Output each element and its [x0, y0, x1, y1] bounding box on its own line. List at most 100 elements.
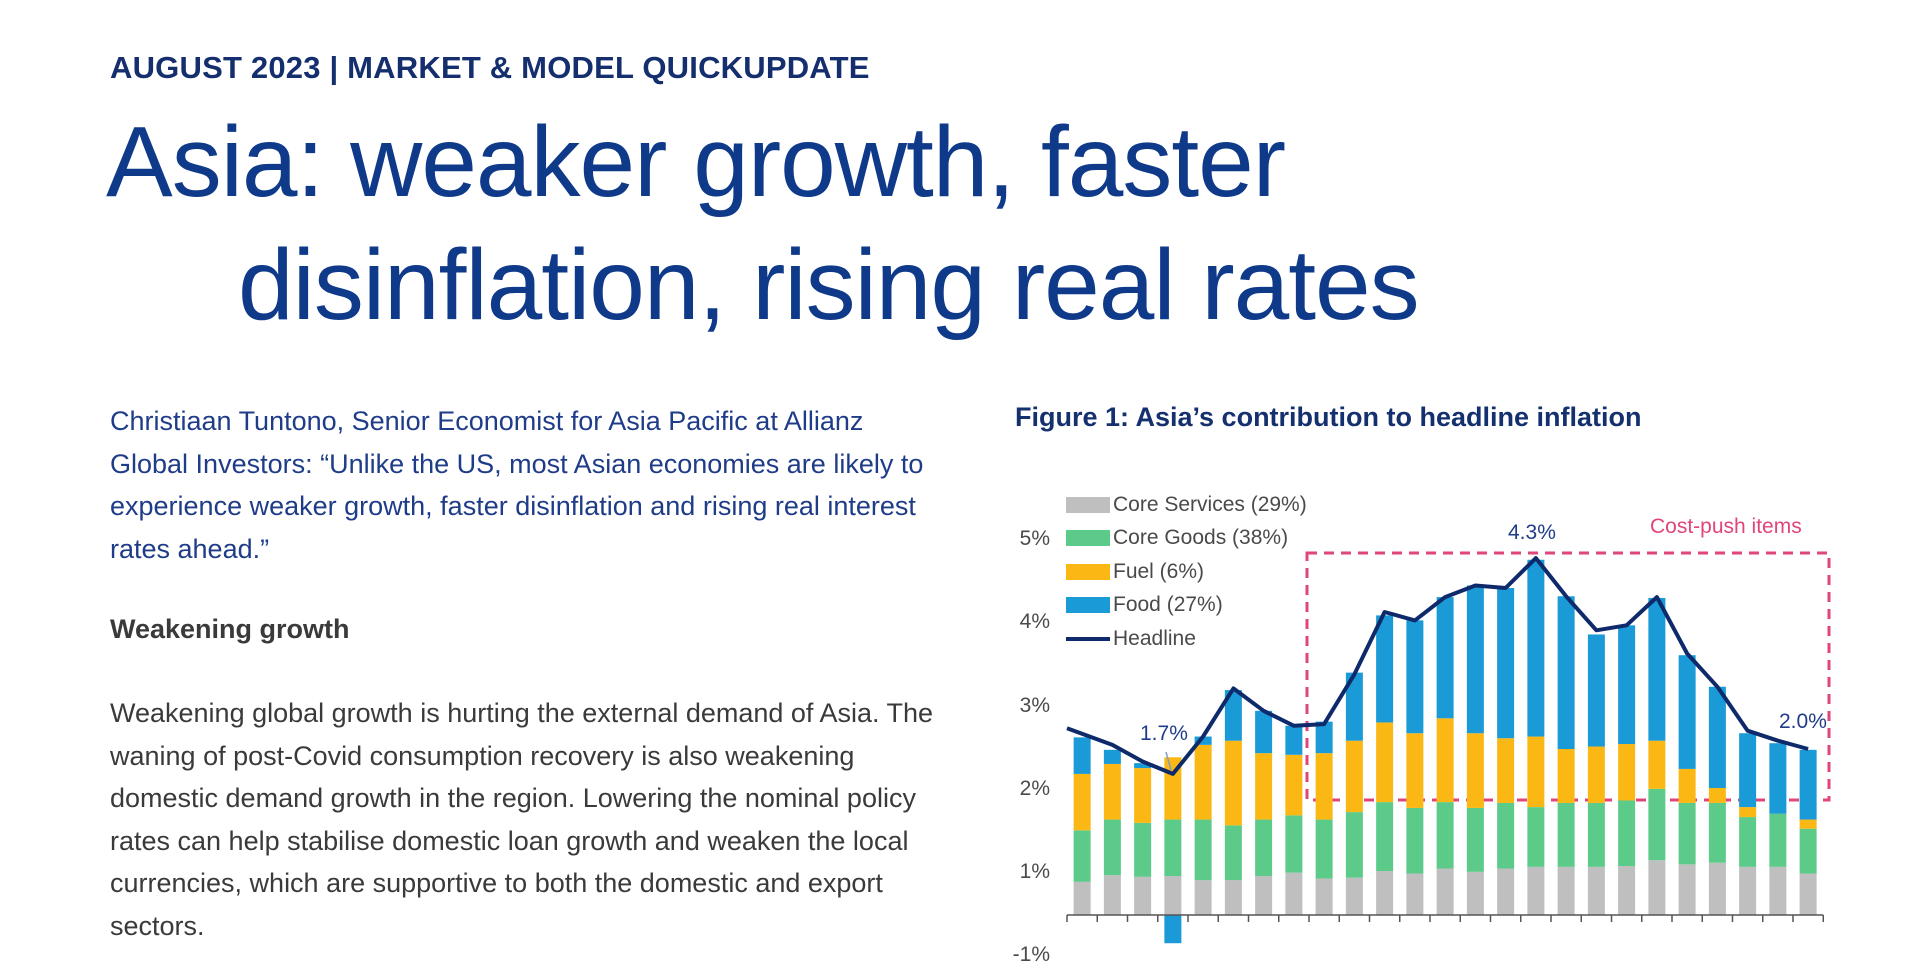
bar-food	[1739, 733, 1757, 808]
bar-core-services	[1769, 866, 1787, 915]
bar-core-goods	[1557, 802, 1575, 867]
bar-core-services	[1406, 873, 1424, 915]
bar-core-services	[1315, 878, 1333, 915]
bar-fuel	[1073, 773, 1091, 831]
bar-fuel	[1285, 754, 1303, 816]
bar-fuel	[1618, 744, 1636, 801]
y-tick-label: 1%	[1019, 860, 1050, 883]
legend-item-fuel: Fuel (6%)	[1066, 555, 1307, 589]
bar-core-goods	[1618, 800, 1636, 867]
bar-fuel	[1376, 722, 1394, 803]
bar-fuel	[1739, 807, 1757, 818]
legend-label: Fuel (6%)	[1113, 559, 1205, 583]
bar-core-goods	[1194, 819, 1212, 881]
bar-core-goods	[1799, 828, 1817, 874]
body-paragraph: Weakening global growth is hurting the e…	[110, 698, 934, 941]
legend-item-headline: Headline	[1066, 622, 1307, 656]
bar-core-goods	[1285, 815, 1303, 873]
bar-core-services	[1134, 876, 1152, 915]
cost-push-label: Cost-push items	[1650, 515, 1802, 538]
bar-fuel	[1345, 740, 1363, 813]
legend-swatch-headline	[1066, 636, 1110, 641]
bar-core-goods	[1769, 813, 1787, 867]
bar-core-goods	[1406, 807, 1424, 874]
bar-food	[1708, 686, 1726, 789]
bar-food	[1497, 587, 1515, 739]
bar-food	[1224, 690, 1242, 741]
bar-fuel	[1648, 740, 1666, 789]
data-label-low: 1.7%	[1140, 722, 1188, 745]
legend-swatch-fuel	[1066, 563, 1110, 580]
bar-fuel	[1497, 738, 1515, 803]
bar-core-services	[1557, 866, 1575, 915]
bar-fuel	[1315, 753, 1333, 820]
bar-food	[1466, 585, 1484, 734]
legend-label: Core Services (29%)	[1113, 492, 1307, 516]
chart-legend: Core Services (29%) Core Goods (38%) Fue…	[1066, 488, 1307, 656]
bar-food	[1315, 721, 1333, 754]
bar-core-services	[1285, 872, 1303, 915]
bar-core-services	[1255, 875, 1273, 915]
bar-core-goods	[1678, 802, 1696, 865]
section-heading: Weakening growth	[110, 614, 350, 644]
bar-food	[1164, 915, 1182, 944]
bar-core-services	[1466, 871, 1484, 915]
bar-fuel	[1466, 733, 1484, 808]
bar-food	[1285, 725, 1303, 755]
page-title-line-2: disinflation, rising real rates	[238, 229, 1420, 341]
bar-core-services	[1164, 875, 1182, 915]
bar-core-services	[1224, 880, 1242, 915]
bar-food	[1618, 625, 1636, 745]
bar-core-services	[1587, 866, 1605, 915]
legend-swatch-core-goods	[1066, 530, 1110, 547]
bar-food	[1255, 710, 1273, 754]
bar-food	[1376, 615, 1394, 723]
bar-core-goods	[1648, 788, 1666, 861]
article-body: Christiaan Tuntono, Senior Economist for…	[110, 400, 940, 947]
figure-title: Figure 1: Asia’s contribution to headlin…	[1015, 402, 1642, 432]
legend-label: Food (27%)	[1113, 593, 1223, 617]
bar-core-goods	[1134, 822, 1152, 877]
bar-fuel	[1557, 749, 1575, 803]
legend-item-core-services: Core Services (29%)	[1066, 488, 1307, 522]
author-quote: Christiaan Tuntono, Senior Economist for…	[110, 406, 924, 564]
bar-fuel	[1103, 763, 1121, 820]
bar-core-services	[1103, 875, 1121, 915]
headline-line	[1066, 556, 1809, 776]
bar-fuel	[1527, 736, 1545, 808]
y-tick-label: 3%	[1019, 694, 1050, 717]
bar-fuel	[1436, 718, 1454, 803]
bar-food	[1073, 737, 1091, 774]
bar-fuel	[1678, 768, 1696, 803]
bar-core-goods	[1708, 802, 1726, 863]
legend-item-core-goods: Core Goods (38%)	[1066, 522, 1307, 556]
y-tick-label: 2%	[1019, 777, 1050, 800]
data-label-leader	[1165, 751, 1172, 771]
bar-food	[1436, 597, 1454, 719]
bar-food	[1769, 743, 1787, 814]
bar-core-goods	[1224, 825, 1242, 881]
bar-fuel	[1799, 819, 1817, 829]
legend-item-food: Food (27%)	[1066, 589, 1307, 623]
bar-food	[1134, 763, 1152, 769]
bar-core-services	[1345, 877, 1363, 915]
y-tick-label: -1%	[1012, 943, 1050, 966]
bar-core-goods	[1164, 819, 1182, 876]
bar-core-services	[1678, 864, 1696, 915]
bar-core-goods	[1436, 802, 1454, 869]
bar-fuel	[1255, 753, 1273, 820]
data-label-latest: 2.0%	[1779, 710, 1827, 733]
legend-label: Headline	[1113, 626, 1196, 650]
data-label-peak: 4.3%	[1508, 521, 1556, 544]
report-kicker: AUGUST 2023 | MARKET & MODEL QUICKUPDATE	[110, 50, 870, 85]
y-tick-label: 5%	[1019, 527, 1050, 550]
bar-core-goods	[1466, 807, 1484, 872]
bar-core-services	[1618, 866, 1636, 915]
bar-core-goods	[1103, 819, 1121, 876]
bar-food	[1527, 559, 1545, 737]
bar-food	[1678, 655, 1696, 769]
bar-core-services	[1194, 880, 1212, 915]
bar-core-goods	[1527, 807, 1545, 867]
bar-core-services	[1739, 866, 1757, 915]
